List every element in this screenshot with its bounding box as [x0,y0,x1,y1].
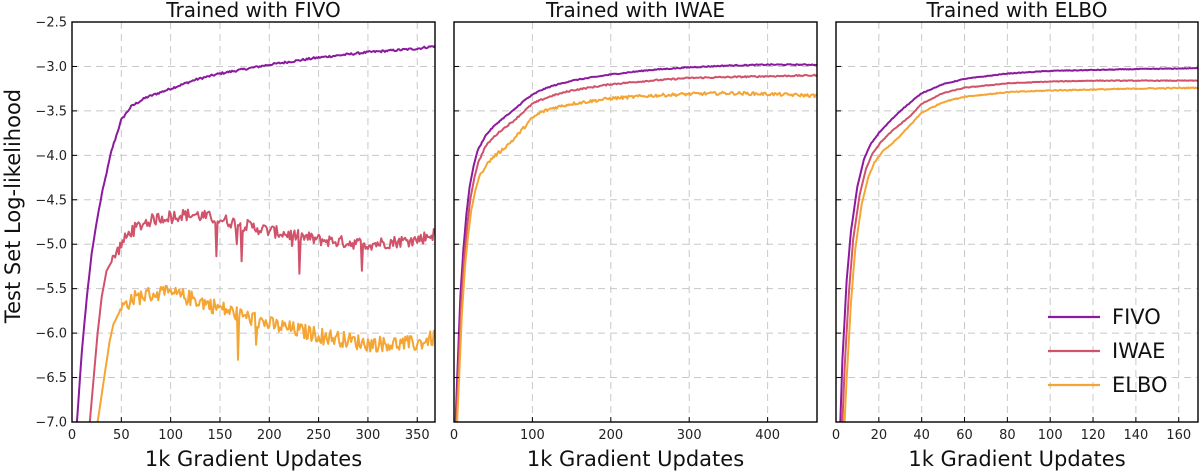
y-tick-label: −3.0 [35,60,67,75]
x-tick-label: 0 [68,428,76,443]
x-tick-label: 160 [1166,428,1191,443]
x-axis-label: 1k Gradient Updates [908,447,1125,471]
series-line-iwae [455,73,817,422]
plot-frame [835,21,1199,423]
panel-elbo: 0 20 40 60 80 100 120 140 160 Trained with ELBO 1k… [832,0,1199,471]
panel-title: Trained with IWAE [545,0,725,22]
x-tick-label: 100 [158,428,183,443]
panel-title: Trained with FIVO [165,0,341,22]
series-line-fivo [839,67,1198,422]
series-line-elbo [843,86,1198,422]
x-tick-label: 350 [405,428,430,443]
x-tick-label: 300 [356,428,381,443]
x-tick-label: 150 [208,428,233,443]
y-tick-label: −6.5 [35,371,67,386]
series-line-iwae [88,208,435,422]
y-tick-label: −2.5 [35,16,67,31]
grid [454,22,817,422]
x-tick-label: 60 [956,428,973,443]
x-tick-label: 200 [257,428,282,443]
y-axis-label: Test Set Log-likelihood [1,89,25,324]
x-axis-label: 1k Gradient Updates [145,447,362,471]
panel-fivo: 0 50 100 150 200 250 300 350 −7.0 −6.5 −6.0 −5.5 −5.… [35,0,436,471]
y-tick-label: −4.5 [35,193,67,208]
x-axis-label: 1k Gradient Updates [527,447,744,471]
x-tick-label: 250 [306,428,331,443]
grid [72,22,435,422]
series-line-elbo [456,90,817,422]
legend: FIVO IWAE ELBO [1048,305,1168,397]
y-tick-label: −7.0 [35,416,67,431]
y-tick-label: −5.0 [35,238,67,253]
panel-iwae: 0 100 200 300 400 Trained with IWAE 1k Gradien… [450,0,818,471]
plot-frame [71,21,436,423]
x-tick-label: 200 [598,428,623,443]
y-tick-label: −3.5 [35,104,67,119]
x-tick-label: 100 [1038,428,1063,443]
x-tick-label: 140 [1123,428,1148,443]
panel-title: Trained with ELBO [925,0,1107,22]
y-tick-label: −5.5 [35,282,67,297]
series-line-fivo [75,45,435,422]
legend-label-elbo: ELBO [1112,373,1168,397]
series-line-fivo [454,63,817,422]
x-tick-label: 120 [1081,428,1106,443]
x-tick-label: 40 [913,428,930,443]
x-tick-label: 100 [520,428,545,443]
y-tick-label: −6.0 [35,327,67,342]
legend-label-iwae: IWAE [1112,339,1165,363]
plot-frame [453,21,818,423]
x-tick-label: 50 [113,428,130,443]
y-tick-label: −4.0 [35,149,67,164]
x-tick-label: 0 [450,428,458,443]
x-tick-label: 0 [832,428,840,443]
x-tick-label: 400 [755,428,780,443]
series-line-iwae [841,79,1198,422]
x-tick-label: 20 [871,428,888,443]
legend-label-fivo: FIVO [1112,305,1161,329]
x-tick-label: 80 [999,428,1016,443]
series-line-elbo [96,284,435,422]
x-tick-label: 300 [677,428,702,443]
